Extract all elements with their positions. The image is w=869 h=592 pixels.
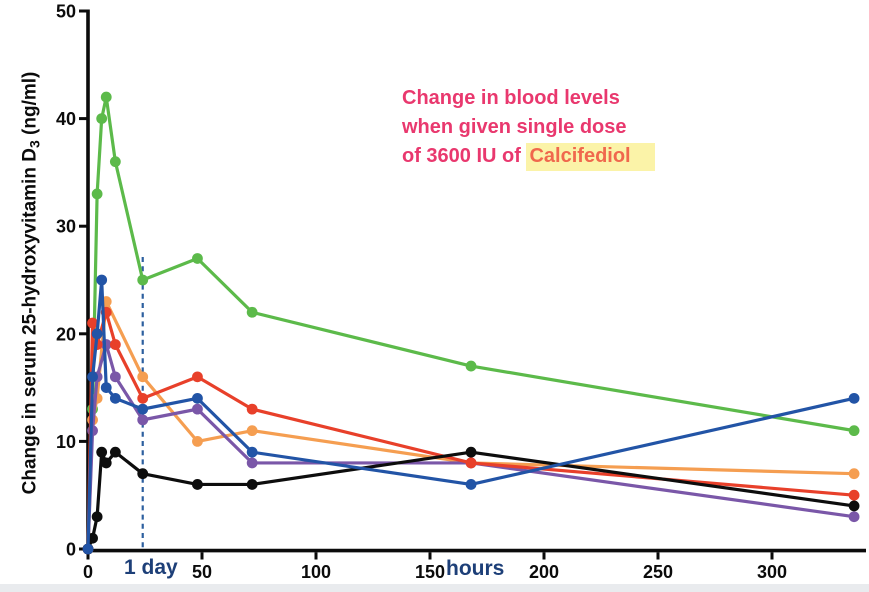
point-subject-red-72h xyxy=(246,403,258,415)
one-day-annotation: 1 day xyxy=(124,556,178,579)
point-subject-green-48h xyxy=(192,253,203,264)
chart-title: Change in blood levels when given single… xyxy=(402,84,702,171)
point-subject-black-4h xyxy=(91,511,103,523)
point-subject-black-24h xyxy=(137,468,149,480)
window-bottom-strip xyxy=(0,584,869,592)
point-subject-black-8h xyxy=(100,457,112,469)
x-axis-unit-label: hours xyxy=(446,557,505,580)
point-subject-green-336h xyxy=(848,425,860,437)
chart-title-line-1: Change in blood levels xyxy=(402,87,620,109)
point-subject-purple-24h xyxy=(137,414,149,426)
point-subject-orange-72h xyxy=(246,425,258,437)
point-subject-blue-72h xyxy=(246,446,258,458)
point-subject-blue-0h xyxy=(82,543,94,555)
x-tick-label: 250 xyxy=(643,562,673,582)
point-subject-green-8h xyxy=(100,91,112,103)
line-subject-red xyxy=(86,310,856,551)
point-subject-black-336h xyxy=(848,500,860,512)
point-subject-black-72h xyxy=(246,479,258,490)
y-axis-title-subscript: 3 xyxy=(26,140,43,149)
point-subject-purple-48h xyxy=(192,403,203,415)
x-tick-label: 300 xyxy=(757,562,787,582)
x-tick-label: 200 xyxy=(529,562,559,582)
x-tick-label: 150 xyxy=(415,562,445,582)
point-subject-blue-8h xyxy=(100,382,112,393)
y-tick-label: 30 xyxy=(56,217,76,237)
chart-title-line-3: of 3600 IU of Calcifediol xyxy=(402,142,702,171)
point-subject-red-48h xyxy=(192,371,203,383)
point-subject-orange-24h xyxy=(137,371,149,383)
point-subject-blue-6h xyxy=(96,274,108,286)
point-subject-green-24h xyxy=(137,274,149,286)
point-subject-blue-2h xyxy=(87,371,98,383)
chart-title-line-3-prefix: of 3600 IU of xyxy=(402,145,527,167)
y-tick-label: 50 xyxy=(56,2,76,22)
x-tick-label: 50 xyxy=(192,562,212,582)
y-tick-label: 0 xyxy=(66,540,76,560)
point-subject-blue-4h xyxy=(91,328,103,340)
point-subject-green-168h xyxy=(465,360,477,372)
x-tick-label: 0 xyxy=(83,562,93,582)
y-tick-label: 40 xyxy=(56,109,76,129)
point-subject-purple-336h xyxy=(848,511,860,523)
point-subject-blue-12h xyxy=(109,392,121,404)
point-subject-orange-336h xyxy=(848,468,860,480)
point-subject-green-6h xyxy=(96,113,108,124)
point-subject-orange-48h xyxy=(192,436,203,447)
chart-title-line-2: when given single dose xyxy=(402,116,627,138)
y-axis-title-units: (ng/ml) xyxy=(19,71,41,141)
point-subject-blue-336h xyxy=(848,392,860,404)
point-subject-blue-48h xyxy=(192,392,203,404)
point-subject-green-72h xyxy=(246,306,258,318)
point-subject-black-168h xyxy=(465,446,477,458)
y-axis-title-text: Change in serum 25-hydroxyvitamin D xyxy=(19,148,41,495)
point-subject-blue-168h xyxy=(465,479,477,490)
point-subject-red-2h xyxy=(87,317,98,329)
point-subject-green-4h xyxy=(91,188,103,200)
point-subject-red-12h xyxy=(109,339,121,350)
point-subject-black-48h xyxy=(192,479,203,490)
point-subject-purple-72h xyxy=(246,457,258,469)
line-subject-purple xyxy=(86,342,856,551)
point-subject-purple-12h xyxy=(109,371,121,383)
point-subject-red-24h xyxy=(137,392,149,404)
y-tick-label: 20 xyxy=(56,324,76,344)
point-subject-red-336h xyxy=(848,489,860,501)
point-subject-green-12h xyxy=(109,156,121,168)
point-subject-red-168h xyxy=(465,457,477,469)
x-tick-label: 100 xyxy=(301,562,331,582)
point-subject-black-12h xyxy=(109,446,121,458)
calcifediol-highlight: Calcifediol xyxy=(526,143,655,171)
point-subject-blue-24h xyxy=(137,403,149,415)
point-subject-black-6h xyxy=(96,446,108,458)
y-tick-label: 10 xyxy=(56,432,76,452)
